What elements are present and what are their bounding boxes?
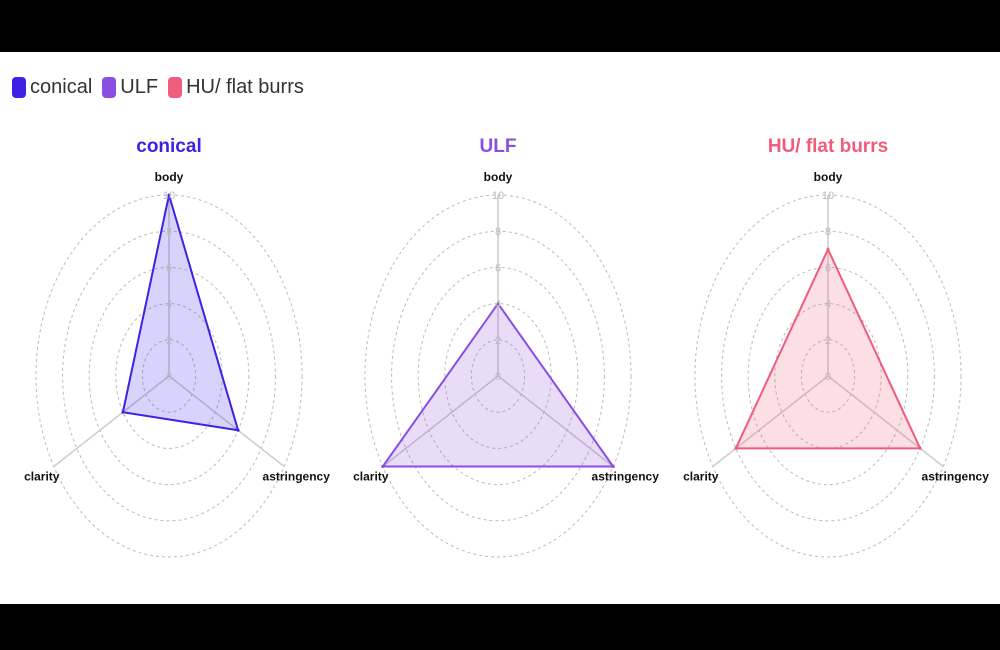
tick-label: 6 (166, 262, 172, 274)
data-polygon (380, 301, 616, 468)
grid-ring (694, 194, 962, 558)
axis-line (712, 375, 829, 468)
radar-charts: conical 0 2 4 6 8 10 body astringency clarity ULF 0… (24, 136, 990, 558)
legend-swatch (102, 77, 117, 98)
data-point (167, 193, 171, 197)
legend-label: ULF (120, 76, 159, 98)
legend-label: conical (30, 76, 93, 98)
data-polygon (121, 194, 240, 432)
data-polygon (734, 246, 922, 450)
legend-swatch (168, 77, 183, 98)
data-point (611, 465, 615, 468)
tick-label: 0 (166, 371, 172, 383)
tick-label: 0 (495, 371, 501, 383)
axis-label-clarity: clarity (683, 470, 719, 484)
axis-label-astringency: astringency (922, 470, 990, 484)
grid-ring (800, 339, 856, 413)
axis-line (827, 375, 944, 468)
tick-label: 0 (825, 371, 831, 383)
tick-label: 10 (163, 190, 175, 202)
data-point (121, 410, 125, 414)
legend-label: HU/ flat burrs (186, 76, 304, 98)
tick-label: 10 (822, 190, 834, 202)
axis-line (382, 375, 499, 468)
axis-line (168, 375, 285, 468)
legend-swatch (12, 77, 26, 98)
axis-label-body: body (484, 170, 513, 184)
data-point (381, 465, 385, 468)
tick-label: 2 (825, 335, 831, 347)
legend-item-conical[interactable]: conical (12, 76, 92, 99)
axis-line (497, 375, 614, 468)
axis-label-astringency: astringency (592, 470, 660, 484)
radar-chart-2: HU/ flat burrs 0 2 4 6 8 10 body astringency clar… (683, 136, 990, 558)
chart-title: conical (136, 136, 201, 157)
tick-label: 8 (166, 226, 172, 238)
tick-label: 4 (495, 299, 501, 311)
tick-label: 8 (495, 226, 501, 238)
radar-chart-0: conical 0 2 4 6 8 10 body astringency clarity (24, 136, 331, 558)
grid-ring (35, 194, 303, 558)
tick-label: 4 (166, 299, 172, 311)
tick-label: 4 (825, 299, 831, 311)
grid-ring (364, 194, 632, 558)
axis-label-body: body (155, 170, 184, 184)
axis-line (53, 375, 170, 468)
grid-ring (774, 303, 882, 449)
data-point (918, 446, 922, 450)
axis-label-astringency: astringency (263, 470, 331, 484)
tick-label: 2 (495, 335, 501, 347)
tick-label: 8 (825, 226, 831, 238)
chart-title: HU/ flat burrs (768, 136, 888, 157)
data-point (826, 247, 830, 251)
grid-ring (470, 339, 526, 413)
tick-label: 6 (495, 262, 501, 274)
data-point (734, 446, 738, 450)
chart-title: ULF (480, 136, 517, 157)
tick-label: 2 (166, 335, 172, 347)
legend: conical ULF HU/ flat burrs (12, 76, 304, 99)
chart-canvas: conical ULF HU/ flat burrs conical 0 2 4 6 8 1… (0, 52, 1000, 604)
axis-label-clarity: clarity (353, 470, 389, 484)
legend-item-ulf[interactable]: ULF (102, 76, 158, 99)
data-point (236, 428, 240, 432)
axis-label-body: body (814, 170, 843, 184)
radar-chart-1: ULF 0 2 4 6 8 10 body astringency clarity (353, 136, 660, 558)
data-point (496, 302, 500, 306)
grid-ring (141, 339, 197, 413)
tick-label: 10 (492, 190, 504, 202)
legend-item-hu-flat-burrs[interactable]: HU/ flat burrs (168, 76, 304, 99)
axis-label-clarity: clarity (24, 470, 60, 484)
grid-ring (444, 303, 552, 449)
tick-label: 6 (825, 262, 831, 274)
